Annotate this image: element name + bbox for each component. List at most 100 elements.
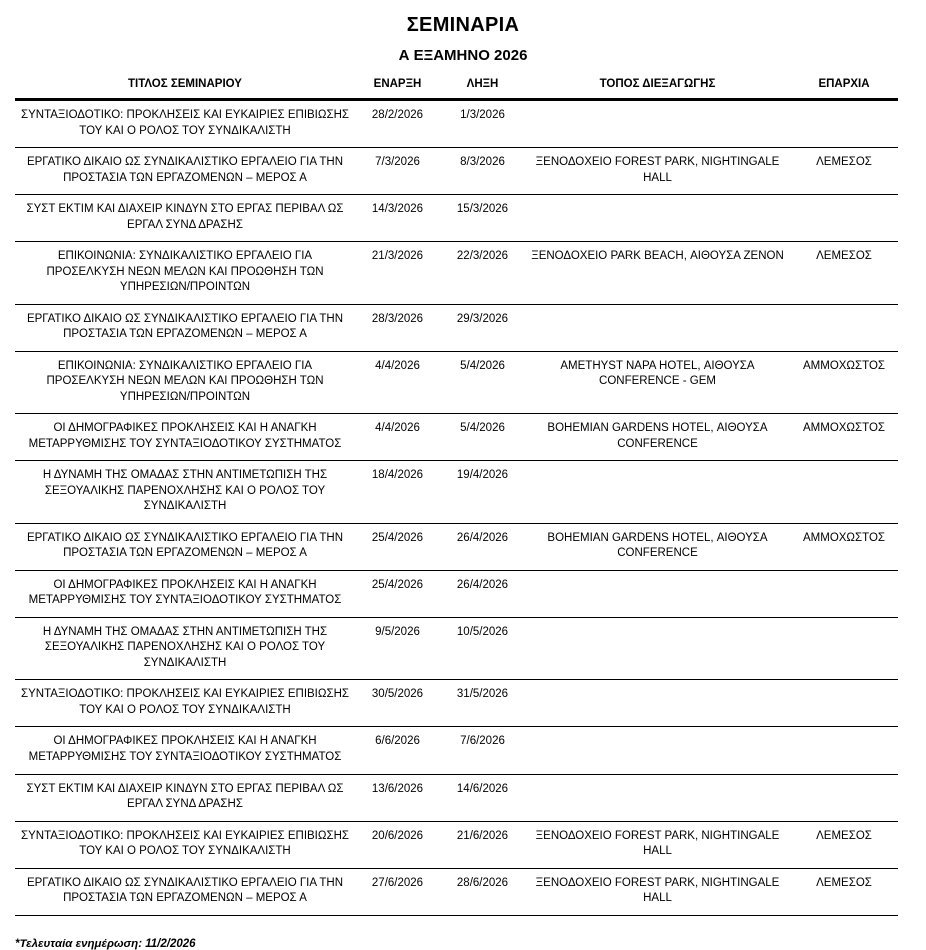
- table-row: ΕΡΓΑΤΙΚΟ ΔΙΚΑΙΟ ΩΣ ΣΥΝΔΙΚΑΛΙΣΤΙΚΟ ΕΡΓΑΛΕ…: [15, 523, 898, 571]
- cell-start-date: 14/3/2026: [371, 203, 424, 216]
- column-header-end: ΛΗΞΗ: [466, 78, 499, 91]
- cell-region: [790, 461, 898, 524]
- cell-end-date: 8/3/2026: [460, 156, 505, 169]
- cell-region: ΛΕΜΕΣΟΣ: [816, 250, 872, 263]
- cell-end-date: 19/4/2026: [456, 469, 509, 482]
- cell-start-date: 4/4/2026: [375, 359, 420, 372]
- cell-region: ΑΜΜΟΧΩΣΤΟΣ: [802, 422, 886, 435]
- cell-end-date: 28/6/2026: [456, 876, 509, 889]
- table-row: ΟΙ ΔΗΜΟΓΡΑΦΙΚΕΣ ΠΡΟΚΛΗΣΕΙΣ ΚΑΙ Η ΑΝΑΓΚΗ …: [15, 727, 898, 775]
- page-title: ΣΕΜΙΝΑΡΙΑ: [406, 14, 520, 36]
- cell-start-date: 25/4/2026: [371, 578, 424, 591]
- cell-end-date: 1/3/2026: [460, 109, 505, 122]
- cell-seminar-title: ΣΥΝΤΑΞΙΟΔΟΤΙΚΟ: ΠΡΟΚΛΗΣΕΙΣ ΚΑΙ ΕΥΚΑΙΡΙΕΣ…: [20, 109, 349, 137]
- cell-region: [790, 727, 898, 774]
- cell-start-date: 28/3/2026: [371, 312, 424, 325]
- seminars-table-container: ΤΙΤΛΟΣ ΣΕΜΙΝΑΡΙΟΥ ΕΝΑΡΞΗ ΛΗΞΗ ΤΟΠΟΣ ΔΙΕΞ…: [15, 78, 898, 916]
- cell-region: [790, 774, 898, 821]
- table-row: ΟΙ ΔΗΜΟΓΡΑΦΙΚΕΣ ΠΡΟΚΛΗΣΕΙΣ ΚΑΙ Η ΑΝΑΓΚΗ …: [15, 414, 898, 461]
- table-row: ΣΥΝΤΑΞΙΟΔΟΤΙΚΟ: ΠΡΟΚΛΗΣΕΙΣ ΚΑΙ ΕΥΚΑΙΡΙΕΣ…: [15, 100, 898, 148]
- cell-start-date: 27/6/2026: [371, 876, 424, 889]
- table-header: ΤΙΤΛΟΣ ΣΕΜΙΝΑΡΙΟΥ ΕΝΑΡΞΗ ΛΗΞΗ ΤΟΠΟΣ ΔΙΕΞ…: [15, 78, 898, 100]
- cell-seminar-title: ΕΠΙΚΟΙΝΩΝΙΑ: ΣΥΝΔΙΚΑΛΙΣΤΙΚΟ ΕΡΓΑΛΕΙΟ ΓΙΑ…: [46, 359, 324, 403]
- cell-venue: [525, 100, 790, 148]
- cell-venue: [525, 195, 790, 242]
- cell-venue: [525, 680, 790, 727]
- cell-seminar-title: ΕΡΓΑΤΙΚΟ ΔΙΚΑΙΟ ΩΣ ΣΥΝΔΙΚΑΛΙΣΤΙΚΟ ΕΡΓΑΛΕ…: [26, 156, 344, 184]
- cell-venue: [525, 774, 790, 821]
- page-subtitle: Α ΕΞΑΜΗΝΟ 2026: [398, 47, 528, 64]
- cell-venue: ΞΕΝΟΔΟΧΕΙΟ PARK BEACH, ΑΙΘΟΥΣΑ ΖΕΝΟΝ: [531, 250, 784, 263]
- cell-region: [790, 680, 898, 727]
- cell-start-date: 28/2/2026: [371, 109, 424, 122]
- cell-region: ΛΕΜΕΣΟΣ: [816, 829, 872, 842]
- table-row: ΕΠΙΚΟΙΝΩΝΙΑ: ΣΥΝΔΙΚΑΛΙΣΤΙΚΟ ΕΡΓΑΛΕΙΟ ΓΙΑ…: [15, 351, 898, 414]
- cell-start-date: 20/6/2026: [371, 829, 424, 842]
- cell-venue: BOHEMIAN GARDENS HOTEL, ΑΙΘΟΥΣΑ CONFEREN…: [547, 531, 768, 560]
- cell-end-date: 10/5/2026: [456, 625, 509, 638]
- table-row: ΕΡΓΑΤΙΚΟ ΔΙΚΑΙΟ ΩΣ ΣΥΝΔΙΚΑΛΙΣΤΙΚΟ ΕΡΓΑΛΕ…: [15, 148, 898, 195]
- cell-seminar-title: ΣΥΝΤΑΞΙΟΔΟΤΙΚΟ: ΠΡΟΚΛΗΣΕΙΣ ΚΑΙ ΕΥΚΑΙΡΙΕΣ…: [20, 829, 349, 858]
- cell-seminar-title: ΕΠΙΚΟΙΝΩΝΙΑ: ΣΥΝΔΙΚΑΛΙΣΤΙΚΟ ΕΡΓΑΛΕΙΟ ΓΙΑ…: [46, 250, 324, 294]
- cell-start-date: 4/4/2026: [375, 422, 420, 435]
- table-row: ΣΥΝΤΑΞΙΟΔΟΤΙΚΟ: ΠΡΟΚΛΗΣΕΙΣ ΚΑΙ ΕΥΚΑΙΡΙΕΣ…: [15, 821, 898, 869]
- cell-seminar-title: ΣΥΣΤ ΕΚΤΙΜ ΚΑΙ ΔΙΑΧΕΙΡ ΚΙΝΔΥΝ ΣΤΟ ΕΡΓΑΣ …: [26, 782, 344, 811]
- cell-end-date: 31/5/2026: [456, 688, 509, 701]
- cell-venue: [525, 617, 790, 680]
- cell-end-date: 26/4/2026: [456, 531, 509, 544]
- seminars-table: ΤΙΤΛΟΣ ΣΕΜΙΝΑΡΙΟΥ ΕΝΑΡΞΗ ΛΗΞΗ ΤΟΠΟΣ ΔΙΕΞ…: [15, 78, 898, 916]
- cell-region: ΛΕΜΕΣΟΣ: [816, 876, 872, 889]
- table-row: ΕΠΙΚΟΙΝΩΝΙΑ: ΣΥΝΔΙΚΑΛΙΣΤΙΚΟ ΕΡΓΑΛΕΙΟ ΓΙΑ…: [15, 242, 898, 305]
- cell-region: [790, 304, 898, 351]
- cell-seminar-title: ΣΥΝΤΑΞΙΟΔΟΤΙΚΟ: ΠΡΟΚΛΗΣΕΙΣ ΚΑΙ ΕΥΚΑΙΡΙΕΣ…: [20, 688, 349, 716]
- cell-venue: [525, 304, 790, 351]
- table-row: ΕΡΓΑΤΙΚΟ ΔΙΚΑΙΟ ΩΣ ΣΥΝΔΙΚΑΛΙΣΤΙΚΟ ΕΡΓΑΛΕ…: [15, 868, 898, 916]
- cell-region: [790, 195, 898, 242]
- cell-venue: [525, 461, 790, 524]
- cell-venue: AMETHYST NAPA HOTEL, ΑΙΘΟΥΣΑ CONFERENCE …: [560, 359, 755, 388]
- cell-region: ΑΜΜΟΧΩΣΤΟΣ: [802, 359, 886, 372]
- table-row: ΟΙ ΔΗΜΟΓΡΑΦΙΚΕΣ ΠΡΟΚΛΗΣΕΙΣ ΚΑΙ Η ΑΝΑΓΚΗ …: [15, 570, 898, 618]
- cell-start-date: 6/6/2026: [375, 735, 420, 748]
- cell-venue: [525, 570, 790, 617]
- cell-seminar-title: ΟΙ ΔΗΜΟΓΡΑΦΙΚΕΣ ΠΡΟΚΛΗΣΕΙΣ ΚΑΙ Η ΑΝΑΓΚΗ …: [28, 422, 342, 450]
- cell-start-date: 7/3/2026: [375, 156, 420, 169]
- table-row: ΣΥΝΤΑΞΙΟΔΟΤΙΚΟ: ΠΡΟΚΛΗΣΕΙΣ ΚΑΙ ΕΥΚΑΙΡΙΕΣ…: [15, 680, 898, 727]
- cell-region: ΛΕΜΕΣΟΣ: [816, 156, 872, 169]
- cell-start-date: 25/4/2026: [371, 531, 424, 544]
- cell-seminar-title: ΣΥΣΤ ΕΚΤΙΜ ΚΑΙ ΔΙΑΧΕΙΡ ΚΙΝΔΥΝ ΣΤΟ ΕΡΓΑΣ …: [26, 203, 344, 231]
- cell-seminar-title: Η ΔΥΝΑΜΗ ΤΗΣ ΟΜΑΔΑΣ ΣΤΗΝ ΑΝΤΙΜΕΤΩΠΙΣΗ ΤΗ…: [42, 469, 328, 513]
- cell-venue: ΞΕΝΟΔΟΧΕΙΟ FOREST PARK, NIGHTINGALE HALL: [535, 156, 780, 184]
- cell-venue: ΞΕΝΟΔΟΧΕΙΟ FOREST PARK, NIGHTINGALE HALL: [535, 876, 780, 905]
- table-row: Η ΔΥΝΑΜΗ ΤΗΣ ΟΜΑΔΑΣ ΣΤΗΝ ΑΝΤΙΜΕΤΩΠΙΣΗ ΤΗ…: [15, 617, 898, 680]
- table-body: ΣΥΝΤΑΞΙΟΔΟΤΙΚΟ: ΠΡΟΚΛΗΣΕΙΣ ΚΑΙ ΕΥΚΑΙΡΙΕΣ…: [15, 100, 898, 916]
- cell-seminar-title: ΕΡΓΑΤΙΚΟ ΔΙΚΑΙΟ ΩΣ ΣΥΝΔΙΚΑΛΙΣΤΙΚΟ ΕΡΓΑΛΕ…: [26, 312, 344, 341]
- cell-start-date: 18/4/2026: [371, 469, 424, 482]
- cell-region: ΑΜΜΟΧΩΣΤΟΣ: [802, 531, 886, 544]
- cell-seminar-title: ΕΡΓΑΤΙΚΟ ΔΙΚΑΙΟ ΩΣ ΣΥΝΔΙΚΑΛΙΣΤΙΚΟ ΕΡΓΑΛΕ…: [26, 531, 344, 560]
- cell-venue: ΞΕΝΟΔΟΧΕΙΟ FOREST PARK, NIGHTINGALE HALL: [535, 829, 780, 858]
- cell-region: [790, 617, 898, 680]
- cell-region: [790, 570, 898, 617]
- cell-start-date: 9/5/2026: [375, 625, 420, 638]
- table-header-row: ΤΙΤΛΟΣ ΣΕΜΙΝΑΡΙΟΥ ΕΝΑΡΞΗ ΛΗΞΗ ΤΟΠΟΣ ΔΙΕΞ…: [15, 78, 898, 100]
- cell-end-date: 26/4/2026: [456, 578, 509, 591]
- last-update-note: *Τελευταία ενημέρωση: 11/2/2026: [15, 937, 196, 950]
- cell-seminar-title: Η ΔΥΝΑΜΗ ΤΗΣ ΟΜΑΔΑΣ ΣΤΗΝ ΑΝΤΙΜΕΤΩΠΙΣΗ ΤΗ…: [42, 625, 328, 669]
- column-header-venue: ΤΟΠΟΣ ΔΙΕΞΑΓΩΓΗΣ: [599, 78, 716, 91]
- cell-start-date: 13/6/2026: [371, 782, 424, 795]
- cell-end-date: 29/3/2026: [456, 312, 509, 325]
- cell-venue: BOHEMIAN GARDENS HOTEL, ΑΙΘΟΥΣΑ CONFEREN…: [547, 422, 768, 450]
- cell-venue: [525, 727, 790, 774]
- column-header-region: ΕΠΑΡΧΙΑ: [818, 78, 870, 91]
- column-header-start: ΕΝΑΡΞΗ: [373, 78, 422, 91]
- cell-end-date: 14/6/2026: [456, 782, 509, 795]
- cell-end-date: 7/6/2026: [460, 735, 505, 748]
- table-row: Η ΔΥΝΑΜΗ ΤΗΣ ΟΜΑΔΑΣ ΣΤΗΝ ΑΝΤΙΜΕΤΩΠΙΣΗ ΤΗ…: [15, 461, 898, 524]
- table-row: ΕΡΓΑΤΙΚΟ ΔΙΚΑΙΟ ΩΣ ΣΥΝΔΙΚΑΛΙΣΤΙΚΟ ΕΡΓΑΛΕ…: [15, 304, 898, 352]
- cell-end-date: 21/6/2026: [456, 829, 509, 842]
- column-header-title: ΤΙΤΛΟΣ ΣΕΜΙΝΑΡΙΟΥ: [128, 78, 242, 91]
- cell-start-date: 30/5/2026: [371, 688, 424, 701]
- cell-seminar-title: ΟΙ ΔΗΜΟΓΡΑΦΙΚΕΣ ΠΡΟΚΛΗΣΕΙΣ ΚΑΙ Η ΑΝΑΓΚΗ …: [28, 578, 342, 607]
- cell-start-date: 21/3/2026: [371, 250, 424, 263]
